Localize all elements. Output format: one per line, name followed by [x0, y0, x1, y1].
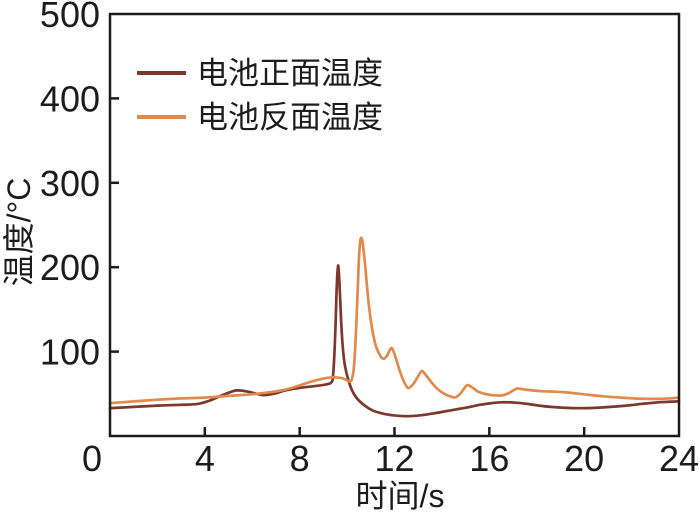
- y-tick-label: 500: [40, 0, 100, 35]
- x-tick-label: 8: [290, 438, 310, 479]
- legend: 电池正面温度 电池反面温度: [137, 56, 383, 135]
- x-tick-label: 16: [469, 438, 509, 479]
- x-axis-title: 时间/s: [356, 478, 445, 514]
- y-axis-title: 温度/°C: [1, 178, 37, 287]
- y-tick-label: 400: [40, 78, 100, 119]
- y-tick-label: 300: [40, 163, 100, 204]
- legend-label-front-series: 电池正面温度: [197, 56, 383, 91]
- y-tick-label: 100: [40, 332, 100, 373]
- x-tick-label: 24: [659, 438, 699, 479]
- plot-frame: [108, 12, 681, 438]
- x-tick-label: 20: [564, 438, 604, 479]
- x-tick-label: 12: [374, 438, 414, 479]
- y-tick-label: 200: [40, 247, 100, 288]
- x-tick-label: 0: [82, 438, 102, 479]
- series-back-temperature-line: [108, 236, 681, 405]
- legend-label-back-series: 电池反面温度: [197, 100, 383, 135]
- series-front-temperature-line: [108, 264, 681, 418]
- x-tick-label: 4: [195, 438, 215, 479]
